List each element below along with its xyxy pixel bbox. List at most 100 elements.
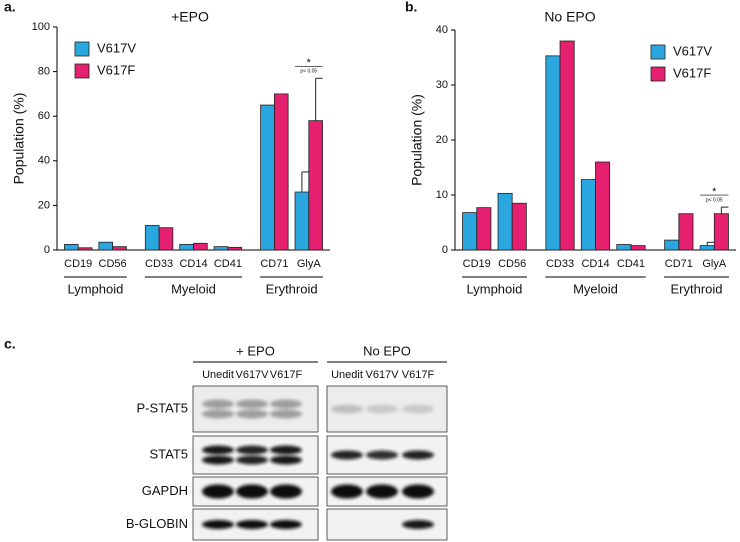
significance-star: * (712, 186, 717, 198)
lane-label: V617F (402, 369, 435, 381)
blot-band (202, 484, 234, 499)
x-tick-label: CD14 (581, 258, 609, 270)
row-label: STAT5 (149, 446, 188, 461)
row-label: GAPDH (142, 483, 188, 498)
group-label: Lymphoid (67, 281, 123, 296)
significance-note: p< 0.05 (706, 197, 723, 203)
blot-band (202, 520, 234, 529)
bar (158, 227, 174, 251)
blot-band (402, 450, 434, 460)
blot-band (366, 404, 398, 414)
blot-band (402, 484, 434, 499)
row-label: B-GLOBIN (126, 516, 188, 531)
blot-band (270, 520, 302, 529)
bar (699, 245, 715, 251)
blot-band (236, 520, 268, 529)
row-label: P-STAT5 (136, 400, 188, 415)
blot-band (236, 445, 268, 455)
panel-label: c. (4, 336, 16, 352)
group-label: Erythroid (671, 281, 723, 296)
y-tick-label: 0 (442, 244, 448, 256)
legend-swatch (74, 41, 90, 57)
lane-label: Unedit (331, 369, 363, 381)
blot-band (366, 484, 398, 499)
bar (193, 242, 208, 251)
bar (64, 244, 79, 251)
y-tick-label: 60 (38, 110, 50, 122)
y-tick-label: 40 (436, 24, 448, 36)
bar (273, 93, 289, 251)
lane-group-label: + EPO (236, 343, 275, 358)
x-tick-label: CD19 (463, 258, 491, 270)
bar (112, 246, 127, 251)
legend-label: V617V (673, 43, 712, 58)
blot-band (331, 484, 363, 499)
legend-swatch (650, 66, 666, 82)
blot-band (331, 404, 363, 414)
y-axis-label: Population (%) (409, 94, 425, 186)
bar (678, 213, 694, 251)
x-tick-label: CD56 (99, 258, 127, 270)
blot-frame (192, 385, 319, 433)
blot-band (270, 484, 302, 499)
y-axis-label: Population (%) (11, 93, 27, 185)
x-tick-label: CD14 (179, 258, 207, 270)
blot-band (366, 450, 398, 460)
bar (497, 192, 513, 251)
group-label: Lymphoid (467, 281, 523, 296)
group-label: Myeloid (171, 281, 216, 296)
y-tick-label: 0 (44, 244, 50, 256)
bar (462, 212, 478, 251)
x-tick-label: CD33 (145, 258, 173, 270)
blot-band (331, 450, 363, 460)
blot-band (236, 399, 268, 409)
bar (294, 191, 310, 251)
blot-frame (192, 435, 319, 475)
bar (713, 213, 729, 251)
bar (77, 247, 93, 251)
legend-label: V617V (97, 40, 136, 55)
x-tick-label: CD19 (64, 258, 92, 270)
significance-star: * (307, 57, 312, 69)
blot-band (270, 409, 302, 419)
x-tick-label: GlyA (702, 258, 727, 270)
blot-band (270, 455, 302, 465)
bar (179, 244, 194, 251)
blot-band (202, 445, 234, 455)
chart-title: No EPO (544, 9, 595, 25)
y-tick-label: 80 (38, 66, 50, 78)
blot-band (202, 399, 234, 409)
lane-label: V617F (270, 369, 303, 381)
bar (630, 245, 646, 251)
blot-band (236, 409, 268, 419)
bar (616, 244, 632, 251)
x-tick-label: CD33 (546, 258, 574, 270)
group-label: Erythroid (266, 281, 318, 296)
bar (476, 207, 492, 251)
bar (98, 241, 114, 251)
bar (545, 55, 561, 251)
lane-label: Unedit (202, 369, 234, 381)
panel-label: a. (4, 0, 16, 15)
y-tick-label: 100 (32, 21, 50, 33)
panel-label: b. (405, 0, 417, 15)
lane-label: V617V (365, 369, 399, 381)
chart-title: +EPO (171, 9, 209, 25)
legend-swatch (74, 63, 90, 79)
bar (144, 225, 160, 251)
y-tick-label: 20 (436, 134, 448, 146)
group-label: Myeloid (573, 281, 618, 296)
lane-label: V617V (235, 369, 269, 381)
bar (227, 246, 243, 251)
y-tick-label: 40 (38, 155, 50, 167)
bar (664, 239, 680, 251)
bar (260, 104, 275, 251)
y-tick-label: 10 (436, 189, 448, 201)
blot-band (202, 455, 234, 465)
x-tick-label: GlyA (297, 258, 322, 270)
bar (595, 161, 611, 251)
x-tick-label: CD56 (498, 258, 526, 270)
blot-band (236, 484, 268, 499)
y-tick-label: 20 (38, 199, 50, 211)
